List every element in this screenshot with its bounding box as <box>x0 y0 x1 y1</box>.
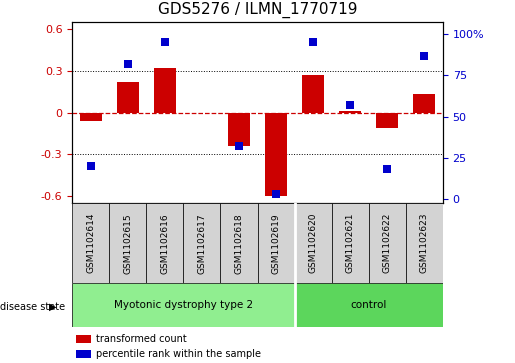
Bar <box>332 203 369 283</box>
Bar <box>109 203 146 283</box>
Point <box>346 102 354 108</box>
Point <box>383 167 391 172</box>
Bar <box>72 203 109 283</box>
Bar <box>183 203 220 283</box>
Bar <box>302 75 324 113</box>
Text: GSM1102614: GSM1102614 <box>86 213 95 273</box>
Bar <box>376 113 399 128</box>
Point <box>87 163 95 169</box>
Bar <box>72 283 295 327</box>
Bar <box>153 68 176 113</box>
Bar <box>76 350 91 358</box>
Text: GSM1102618: GSM1102618 <box>234 213 244 274</box>
Point <box>235 143 243 149</box>
Bar <box>295 203 332 283</box>
Point <box>161 40 169 45</box>
Bar <box>146 203 183 283</box>
Point <box>124 61 132 67</box>
Text: ▶: ▶ <box>49 302 57 312</box>
Point <box>272 191 280 197</box>
Bar <box>258 203 295 283</box>
Bar <box>228 113 250 146</box>
Text: GSM1102617: GSM1102617 <box>197 213 207 274</box>
Point <box>309 40 317 45</box>
Text: control: control <box>351 300 387 310</box>
Title: GDS5276 / ILMN_1770719: GDS5276 / ILMN_1770719 <box>158 1 357 18</box>
Text: GSM1102619: GSM1102619 <box>271 213 281 274</box>
Text: GSM1102622: GSM1102622 <box>383 213 392 273</box>
Bar <box>413 94 436 113</box>
Text: GSM1102620: GSM1102620 <box>308 213 318 273</box>
Bar <box>369 203 406 283</box>
Text: percentile rank within the sample: percentile rank within the sample <box>96 348 261 359</box>
Bar <box>79 113 102 121</box>
Bar <box>116 82 139 113</box>
Bar <box>76 335 91 343</box>
Bar <box>339 111 362 113</box>
Text: GSM1102616: GSM1102616 <box>160 213 169 274</box>
Bar <box>220 203 258 283</box>
Text: disease state: disease state <box>0 302 65 312</box>
Text: Myotonic dystrophy type 2: Myotonic dystrophy type 2 <box>114 300 253 310</box>
Text: GSM1102623: GSM1102623 <box>420 213 429 273</box>
Bar <box>406 203 443 283</box>
Text: GSM1102615: GSM1102615 <box>123 213 132 274</box>
Bar <box>265 113 287 196</box>
Text: transformed count: transformed count <box>96 334 187 344</box>
Point <box>420 53 428 58</box>
Bar <box>295 283 443 327</box>
Text: GSM1102621: GSM1102621 <box>346 213 355 273</box>
